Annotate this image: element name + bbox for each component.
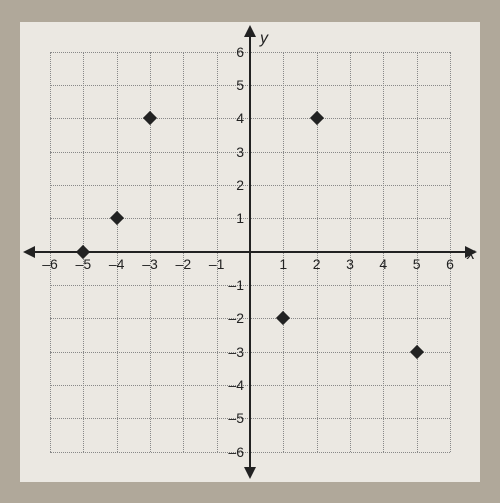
y-tick-label: –4: [220, 377, 244, 393]
y-tick-label: –2: [220, 310, 244, 326]
x-axis-label: x: [467, 246, 475, 264]
data-point: [410, 344, 424, 358]
x-tick-label: 6: [438, 256, 462, 272]
data-point: [310, 111, 324, 125]
y-tick-label: –3: [220, 344, 244, 360]
y-axis: [249, 37, 251, 467]
x-tick-label: 4: [371, 256, 395, 272]
y-tick-label: 2: [220, 177, 244, 193]
y-tick-label: 4: [220, 110, 244, 126]
data-point: [276, 311, 290, 325]
y-axis-label: y: [260, 30, 268, 48]
x-tick-label: –3: [138, 256, 162, 272]
x-tick-label: –1: [205, 256, 229, 272]
coordinate-plane: –6–5–4–3–2–1123456–6–5–4–3–2–1123456 y x: [20, 22, 480, 482]
y-axis-arrow-up: [244, 25, 256, 37]
x-tick-label: 5: [405, 256, 429, 272]
data-point: [110, 211, 124, 225]
x-axis-arrow-left: [23, 246, 35, 258]
x-tick-label: –4: [105, 256, 129, 272]
plot-area: –6–5–4–3–2–1123456–6–5–4–3–2–1123456: [50, 52, 450, 452]
y-tick-label: 3: [220, 144, 244, 160]
y-tick-label: –5: [220, 410, 244, 426]
y-tick-label: –6: [220, 444, 244, 460]
data-point: [143, 111, 157, 125]
x-tick-label: 2: [305, 256, 329, 272]
y-tick-label: 1: [220, 210, 244, 226]
x-tick-label: 3: [338, 256, 362, 272]
y-tick-label: –1: [220, 277, 244, 293]
y-tick-label: 5: [220, 77, 244, 93]
x-tick-label: 1: [271, 256, 295, 272]
y-axis-arrow-down: [244, 467, 256, 479]
x-tick-label: –6: [38, 256, 62, 272]
y-tick-label: 6: [220, 44, 244, 60]
x-tick-label: –2: [171, 256, 195, 272]
